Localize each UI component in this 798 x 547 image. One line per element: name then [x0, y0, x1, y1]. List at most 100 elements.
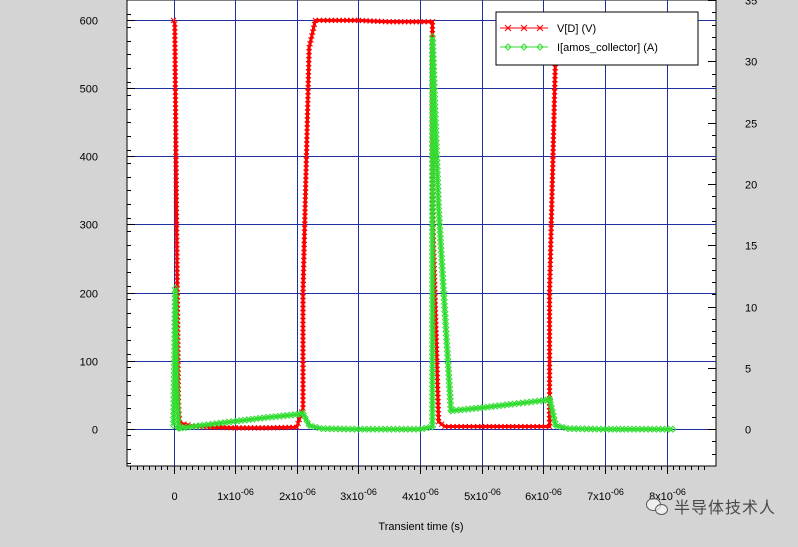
data-point: [175, 424, 184, 432]
data-point: [428, 197, 437, 206]
data-point: [435, 208, 443, 217]
data-point: [431, 112, 440, 121]
data-point: [431, 120, 440, 129]
data-point: [428, 242, 437, 250]
data-point: [450, 423, 456, 430]
data-point: [432, 124, 440, 133]
y-right-tick-label: 15: [745, 241, 757, 253]
data-point: [445, 371, 453, 379]
data-point: [173, 396, 182, 404]
data-point: [172, 364, 181, 372]
data-point: [545, 394, 554, 403]
data-point: [431, 116, 440, 125]
data-point: [428, 306, 437, 314]
data-point: [440, 303, 449, 312]
data-point: [526, 423, 532, 430]
data-point: [428, 270, 437, 278]
data-point: [435, 212, 443, 221]
data-point: [170, 17, 177, 24]
data-point: [172, 308, 180, 316]
data-point: [428, 129, 437, 137]
data-point: [509, 423, 516, 430]
data-point: [434, 180, 442, 189]
data-point: [428, 73, 437, 81]
data-point: [170, 336, 179, 345]
data-point: [428, 386, 437, 395]
data-point: [430, 92, 439, 101]
data-point: [441, 423, 448, 430]
data-point: [173, 384, 181, 392]
data-point: [428, 423, 437, 431]
data-point: [433, 164, 441, 173]
data-point: [171, 300, 180, 308]
data-point: [428, 238, 437, 246]
data-point: [428, 346, 437, 355]
data-point: [445, 379, 453, 387]
x-tick-label: 4x10-06: [402, 487, 439, 503]
data-point: [428, 209, 437, 218]
data-point: [313, 423, 322, 432]
data-point: [428, 330, 437, 338]
data-point: [428, 234, 437, 242]
data-point: [174, 416, 182, 424]
data-point: [438, 260, 446, 268]
data-point: [172, 352, 181, 360]
data-point: [421, 18, 428, 25]
legend-marker: [520, 24, 528, 32]
data-point: [432, 136, 440, 145]
data-point: [170, 397, 178, 406]
data-point: [435, 220, 444, 229]
data-point: [443, 347, 452, 356]
data-point: [442, 327, 450, 336]
y-right-tick-label: 35: [745, 0, 757, 8]
legend-label-vd: V[D] (V): [557, 23, 596, 35]
data-point: [428, 246, 437, 254]
data-point: [431, 96, 439, 105]
data-point: [172, 312, 180, 320]
data-point: [428, 193, 437, 202]
legend: V[D] (V) I[amos_collector] (A): [495, 11, 699, 66]
data-point: [428, 419, 437, 427]
data-point: [172, 324, 180, 332]
x-tick-label: 7x10-06: [587, 487, 624, 503]
data-point: [428, 141, 437, 150]
data-point: [428, 382, 437, 391]
data-point: [428, 274, 437, 282]
data-point: [454, 423, 460, 430]
y-left-tick-label: 300: [80, 220, 98, 232]
data-point: [436, 232, 445, 240]
data-point: [428, 230, 437, 238]
data-point: [433, 176, 442, 185]
y-right-tick-label: 30: [745, 57, 757, 69]
data-point: [538, 423, 545, 430]
data-point: [432, 132, 440, 141]
data-point: [428, 125, 437, 133]
y-right-tick-label: 25: [745, 119, 757, 131]
data-point: [560, 423, 568, 432]
data-point: [441, 315, 450, 324]
data-point: [466, 423, 473, 430]
data-point: [428, 342, 437, 351]
data-point: [428, 201, 437, 210]
data-point: [445, 375, 453, 383]
data-point: [549, 410, 557, 418]
legend-box: [495, 11, 699, 66]
data-point: [428, 326, 437, 334]
data-point: [428, 410, 437, 419]
legend-marker: [504, 43, 512, 51]
data-point: [171, 296, 180, 304]
data-point: [429, 57, 438, 65]
data-point: [428, 298, 437, 306]
data-point: [320, 17, 327, 24]
data-point: [312, 17, 319, 24]
y-left-tick-label: 200: [80, 289, 98, 301]
plot-area: [126, 0, 717, 467]
data-point: [429, 61, 438, 69]
data-point: [442, 335, 451, 344]
data-point: [173, 392, 181, 400]
data-point: [438, 256, 446, 264]
data-point: [446, 387, 454, 395]
data-point: [428, 37, 437, 45]
data-point: [430, 73, 438, 81]
data-point: [428, 318, 437, 326]
